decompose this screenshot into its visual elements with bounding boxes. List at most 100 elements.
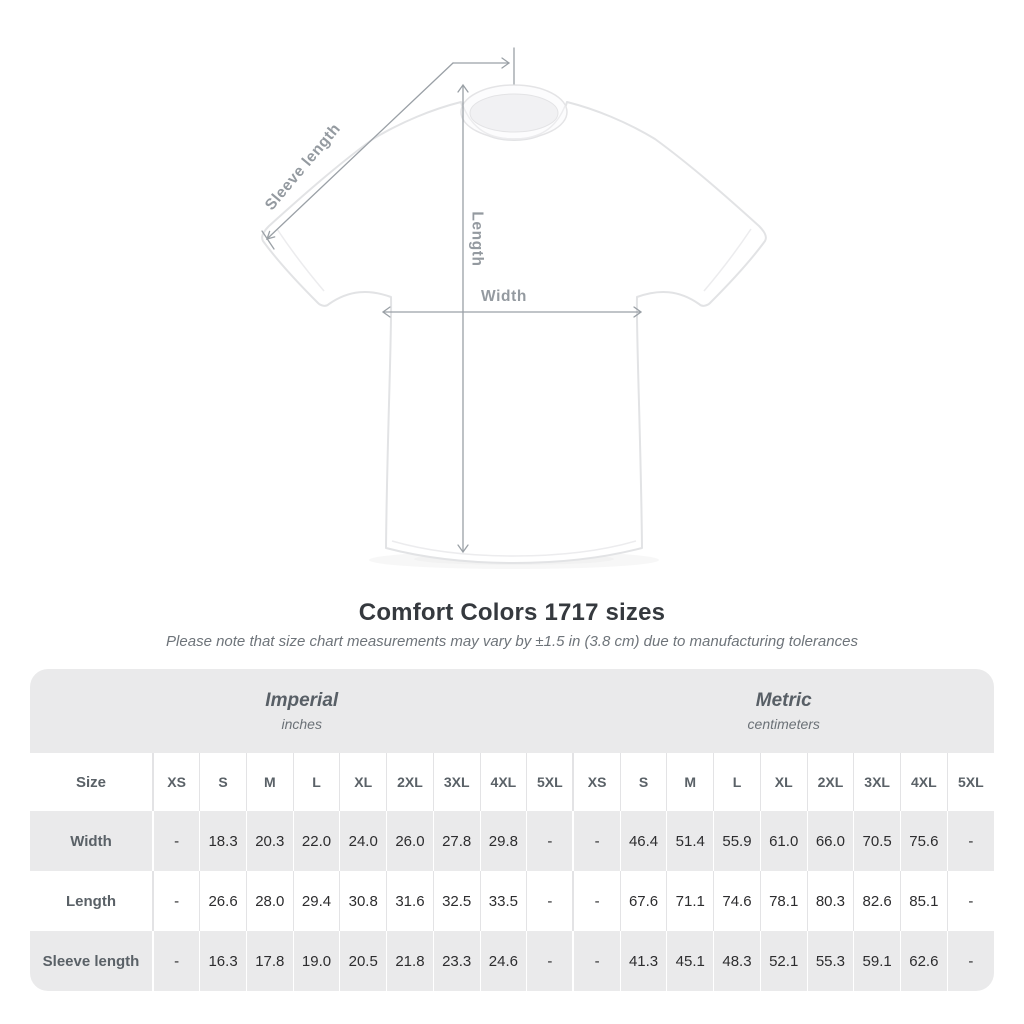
length-top-arrowhead <box>457 83 469 93</box>
size-cell: 4XL <box>900 753 948 811</box>
size-cell: XS <box>572 753 621 811</box>
value-cell: 32.5 <box>432 871 481 931</box>
value-cell: 23.3 <box>432 931 481 991</box>
value-cell: - <box>946 871 994 931</box>
value-cell: 67.6 <box>619 871 667 931</box>
size-cell: M <box>666 753 714 811</box>
value-cell: 20.3 <box>245 811 294 871</box>
length-label: Length <box>469 211 486 266</box>
collar-opening <box>469 93 559 133</box>
value-cell: 85.1 <box>900 871 948 931</box>
metric-group-unit: centimeters <box>747 716 820 732</box>
value-cell: 20.5 <box>339 931 387 991</box>
value-cell: 52.1 <box>759 931 808 991</box>
value-cell: 80.3 <box>806 871 854 931</box>
size-cell: 5XL <box>526 753 574 811</box>
row-label-width: Width <box>70 832 112 850</box>
value-cell: 29.4 <box>292 871 340 931</box>
collar-seam <box>462 105 566 140</box>
value-cell: 51.4 <box>666 811 714 871</box>
value-cell: - <box>526 871 574 931</box>
tshirt-image <box>261 84 767 564</box>
value-cell: 28.0 <box>245 871 294 931</box>
size-cell: S <box>619 753 667 811</box>
sleeve-end-tick-line <box>261 230 275 250</box>
size-chart-table-grid: Imperial inches Metric centimeters Size … <box>30 669 994 991</box>
value-cell: 48.3 <box>713 931 761 991</box>
value-cell: 46.4 <box>619 811 667 871</box>
size-cell: 3XL <box>432 753 481 811</box>
page-title: Comfort Colors 1717 sizes <box>358 599 666 626</box>
size-cell: 2XL <box>806 753 854 811</box>
value-cell: 66.0 <box>806 811 854 871</box>
size-chart-table: Imperial inches Metric centimeters Size … <box>30 669 994 991</box>
size-cell: 3XL <box>853 753 901 811</box>
value-cell: 27.8 <box>432 811 481 871</box>
sleeve-length-diagonal-line <box>267 62 454 239</box>
value-cell: 71.1 <box>666 871 714 931</box>
sleeve-length-row: Sleeve length - 16.3 17.8 19.0 20.5 21.8… <box>30 931 994 991</box>
value-cell: - <box>152 811 200 871</box>
value-cell: 17.8 <box>245 931 294 991</box>
value-cell: 45.1 <box>666 931 714 991</box>
value-cell: 18.3 <box>199 811 247 871</box>
length-row: Length - 26.6 28.0 29.4 30.8 31.6 32.5 3… <box>30 871 994 931</box>
row-label-length: Length <box>66 892 116 910</box>
size-cell: XS <box>152 753 200 811</box>
size-cell: M <box>245 753 294 811</box>
hem-seam <box>391 540 637 557</box>
value-cell: 30.8 <box>339 871 387 931</box>
unit-group-header-row: Imperial inches Metric centimeters <box>30 669 994 753</box>
value-cell: - <box>946 931 994 991</box>
value-cell: 26.0 <box>386 811 434 871</box>
value-cell: 74.6 <box>713 871 761 931</box>
value-cell: 78.1 <box>759 871 808 931</box>
value-cell: - <box>152 871 200 931</box>
value-cell: 31.6 <box>386 871 434 931</box>
length-bottom-arrowhead <box>457 544 469 554</box>
value-cell: 16.3 <box>199 931 247 991</box>
value-cell: 29.8 <box>479 811 527 871</box>
value-cell: 24.0 <box>339 811 387 871</box>
size-header-row: Size XS S M L XL 2XL 3XL 4XL 5XL XS S M … <box>30 753 994 811</box>
width-label: Width <box>481 288 527 305</box>
sleeve-length-right-arrowhead <box>501 57 511 69</box>
tshirt-measurement-figure: Sleeve length Length Width <box>261 47 767 564</box>
value-cell: - <box>526 811 574 871</box>
size-cell: L <box>292 753 340 811</box>
width-left-arrowhead <box>381 306 391 318</box>
metric-group-header: Metric centimeters <box>573 669 994 753</box>
size-cell: 4XL <box>479 753 527 811</box>
value-cell: - <box>946 811 994 871</box>
size-cell: XL <box>759 753 808 811</box>
value-cell: 75.6 <box>900 811 948 871</box>
width-right-arrowhead <box>633 306 643 318</box>
right-sleeve-seam <box>703 228 752 292</box>
value-cell: 55.9 <box>713 811 761 871</box>
imperial-group-unit: inches <box>281 716 322 732</box>
value-cell: 19.0 <box>292 931 340 991</box>
page-subtitle: Please note that size chart measurements… <box>166 633 858 650</box>
value-cell: 55.3 <box>806 931 854 991</box>
value-cell: 21.8 <box>386 931 434 991</box>
value-cell: - <box>572 811 621 871</box>
value-cell: 41.3 <box>619 931 667 991</box>
value-cell: 59.1 <box>853 931 901 991</box>
value-cell: 33.5 <box>479 871 527 931</box>
row-label-sleeve-length: Sleeve length <box>42 952 140 970</box>
value-cell: - <box>572 871 621 931</box>
value-cell: - <box>572 931 621 991</box>
size-cell: XL <box>339 753 387 811</box>
value-cell: 26.6 <box>199 871 247 931</box>
size-cell: S <box>199 753 247 811</box>
value-cell: - <box>152 931 200 991</box>
value-cell: 82.6 <box>853 871 901 931</box>
value-cell: 62.6 <box>900 931 948 991</box>
size-cell: 2XL <box>386 753 434 811</box>
value-cell: 22.0 <box>292 811 340 871</box>
value-cell: 24.6 <box>479 931 527 991</box>
width-row: Width - 18.3 20.3 22.0 24.0 26.0 27.8 29… <box>30 811 994 871</box>
value-cell: 61.0 <box>759 811 808 871</box>
size-cell: 5XL <box>946 753 994 811</box>
